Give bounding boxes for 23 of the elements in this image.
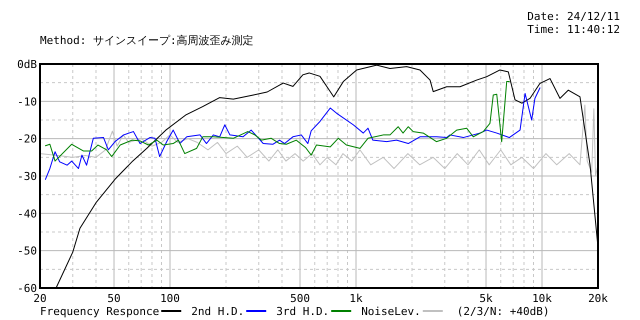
x-tick-label: 500 (290, 292, 310, 305)
y-tick-label: -50 (17, 244, 37, 258)
legend-label: 2nd H.D. (191, 305, 244, 318)
y-tick-label: -10 (17, 95, 37, 108)
x-tick-label: 20 (33, 292, 47, 305)
legend-label: NoiseLev. (361, 305, 421, 318)
y-tick-label: -40 (17, 207, 37, 220)
x-tick-label: 20k (588, 292, 608, 305)
text: Date: 24/12/11 (527, 10, 620, 23)
x-tick-label: 5k (479, 292, 494, 305)
y-tick-label: -20 (17, 132, 37, 146)
x-tick-label: 50 (107, 292, 121, 305)
chart-title: Method: サインスイープ:高周波歪み測定 (40, 34, 254, 47)
x-tick-label: 100 (160, 292, 180, 305)
y-tick-label: 0dB (17, 58, 38, 71)
x-tick-label: 10k (532, 292, 552, 305)
text: Time: 11:40:12 (527, 23, 620, 36)
legend-label: 3rd H.D. (276, 305, 330, 318)
legend-label: Frequency Responce (40, 305, 160, 318)
y-tick-label: -60 (17, 282, 37, 295)
text: (2/3/N: +40dB) (456, 305, 550, 318)
y-tick-label: -30 (17, 170, 37, 183)
x-tick-label: 1k (349, 292, 364, 305)
